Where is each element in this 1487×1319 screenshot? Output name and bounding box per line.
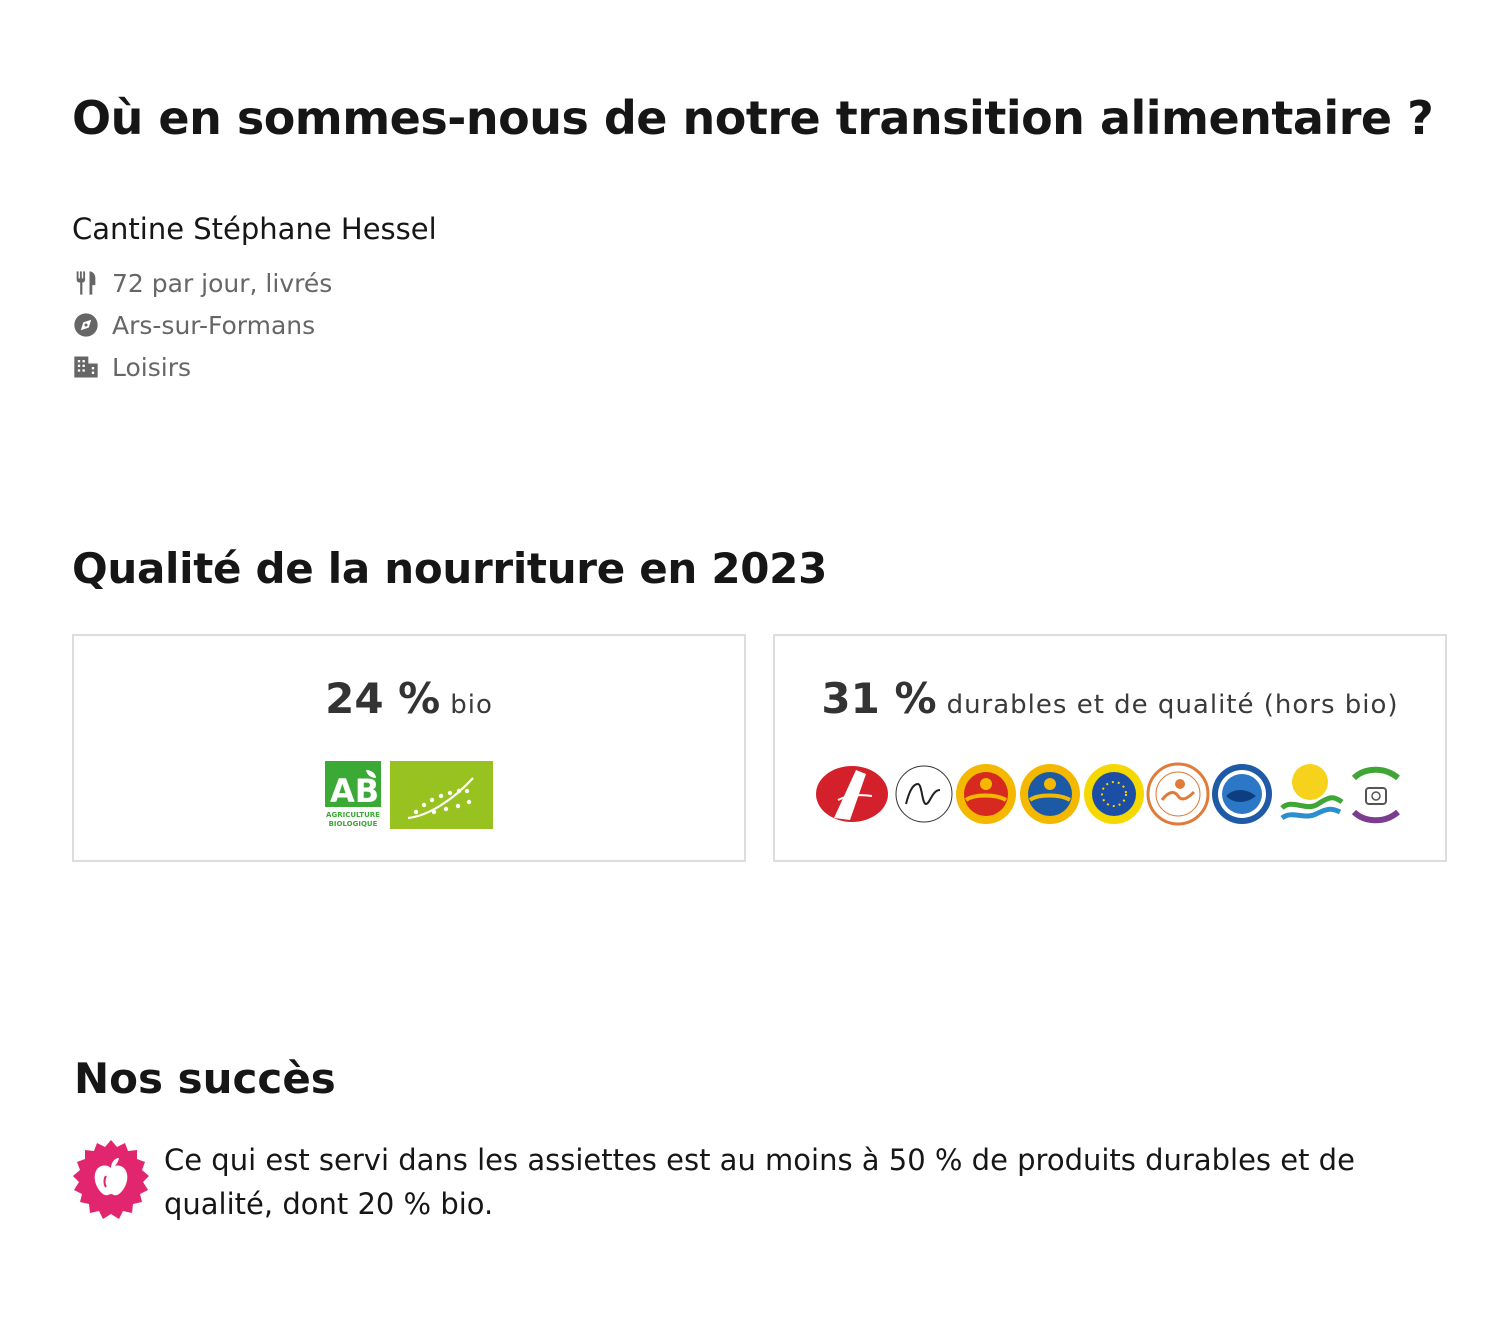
success-text: Ce qui est servi dans les assiettes est …	[164, 1143, 1355, 1221]
page-title: Où en sommes-nous de notre transition al…	[72, 91, 1434, 145]
hve-logo	[1146, 762, 1210, 826]
durable-label: durables et de qualité (hors bio)	[946, 690, 1399, 720]
apple-badge-icon	[73, 1140, 149, 1219]
canteen-sector: Loisirs	[72, 346, 332, 388]
stg-logo	[1084, 764, 1144, 824]
bio-percentage: 24 %	[325, 674, 441, 723]
ab-logo: AB AGRICULTURE BIOLOGIQUE	[324, 760, 493, 830]
commerce-equitable-logo	[1351, 766, 1400, 824]
quality-labels-strip	[816, 762, 1400, 826]
bio-card: 24 % bio AB AGRICULTURE BIOLOGIQUE	[72, 634, 746, 862]
aoc-logo	[895, 765, 953, 823]
quality-section-title: Qualité de la nourriture en 2023	[72, 544, 828, 593]
peche-durable-logo	[1212, 764, 1272, 824]
canteen-meta-list: 72 par jour, livrés Ars-sur-Formans Lois…	[72, 262, 332, 388]
canteen-meals: 72 par jour, livrés	[72, 262, 332, 304]
success-item: Ce qui est servi dans les assiettes est …	[72, 1138, 1412, 1226]
aop-logo	[956, 764, 1016, 824]
durable-percentage: 31 %	[821, 674, 937, 723]
canteen-sector-text: Loisirs	[112, 352, 192, 382]
durable-logos	[775, 760, 1445, 832]
bio-label: bio	[450, 690, 493, 720]
success-section-title: Nos succès	[74, 1054, 336, 1103]
igp-logo	[1020, 764, 1080, 824]
ab-logo-caption-2: BIOLOGIQUE	[329, 820, 378, 828]
canteen-name: Cantine Stéphane Hessel	[72, 212, 437, 246]
rup-logo	[1280, 764, 1344, 821]
canteen-city-text: Ars-sur-Formans	[112, 310, 316, 340]
building-icon	[72, 352, 102, 382]
durable-card: 31 % durables et de qualité (hors bio)	[773, 634, 1447, 862]
canteen-meals-text: 72 par jour, livrés	[112, 268, 333, 298]
restaurant-icon	[72, 268, 102, 298]
durable-stat: 31 % durables et de qualité (hors bio)	[775, 674, 1445, 723]
ab-logo-caption-1: AGRICULTURE	[326, 811, 380, 819]
eu-organic-leaf-icon	[407, 777, 474, 820]
canteen-city: Ars-sur-Formans	[72, 304, 332, 346]
label-rouge-logo	[816, 766, 888, 822]
bio-logos: AB AGRICULTURE BIOLOGIQUE	[74, 760, 744, 830]
ab-logo-text: AB	[330, 772, 379, 810]
compass-icon	[72, 310, 102, 340]
bio-stat: 24 % bio	[74, 674, 744, 723]
